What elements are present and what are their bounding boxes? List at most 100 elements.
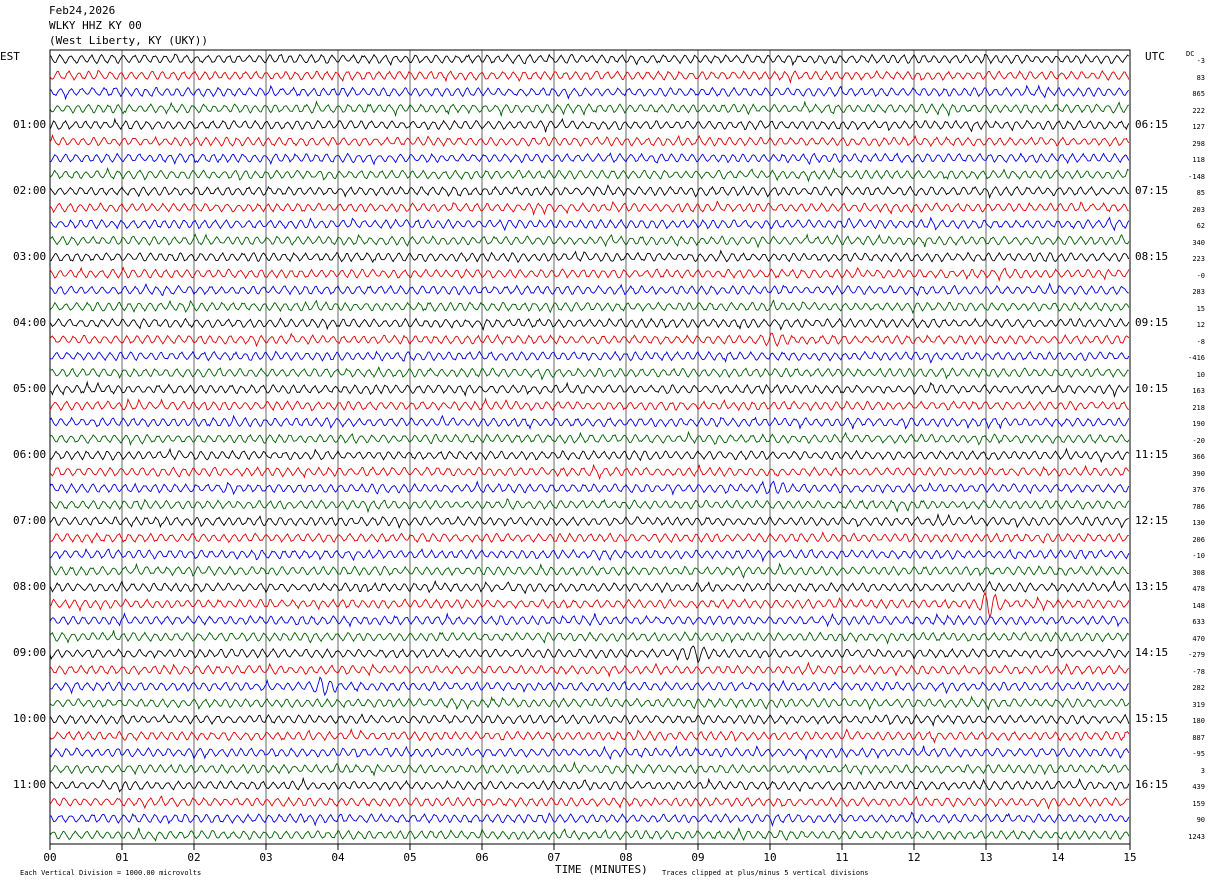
right-timezone-label: UTC xyxy=(1145,50,1165,63)
seismic-trace xyxy=(49,760,1130,777)
seismic-trace xyxy=(49,480,1130,496)
seismic-trace xyxy=(49,579,1130,595)
dc-value: 470 xyxy=(1192,634,1205,643)
dc-value: 206 xyxy=(1192,535,1205,544)
seismic-trace xyxy=(49,332,1130,348)
seismic-trace xyxy=(49,630,1130,645)
dc-value: 222 xyxy=(1192,106,1205,115)
trace-group xyxy=(49,53,1130,842)
x-tick-label: 05 xyxy=(403,851,417,864)
dc-value: 62 xyxy=(1196,222,1205,231)
seismic-trace xyxy=(49,133,1130,148)
y-tick-label-left: 11:00 xyxy=(13,778,47,792)
plot-grid xyxy=(49,49,1131,845)
dc-header-label: DC xyxy=(1186,50,1195,58)
dc-value: 218 xyxy=(1192,403,1205,412)
x-tick-label: 13 xyxy=(979,851,993,864)
dc-value: 633 xyxy=(1192,618,1205,627)
seismic-trace xyxy=(49,676,1130,697)
x-tick-label: 11 xyxy=(835,851,849,864)
seismic-trace xyxy=(49,745,1130,761)
dc-value: 282 xyxy=(1192,684,1205,693)
seismic-trace xyxy=(49,216,1130,232)
x-tick-marks xyxy=(49,844,1131,850)
y-tick-label-left: 02:00 xyxy=(13,184,47,198)
dc-value: 298 xyxy=(1192,139,1205,148)
y-tick-label-right: 12:15 xyxy=(1135,514,1169,528)
dc-value: 865 xyxy=(1192,90,1205,99)
y-tick-label-right: 10:15 xyxy=(1135,382,1169,396)
dc-value: 15 xyxy=(1196,304,1205,313)
dc-value: 478 xyxy=(1192,585,1205,594)
dc-value: 83 xyxy=(1196,73,1205,82)
dc-value: 148 xyxy=(1192,601,1205,610)
y-tick-label-right: 14:15 xyxy=(1135,646,1169,660)
seismic-trace xyxy=(49,562,1129,579)
seismic-trace xyxy=(49,282,1129,297)
seismic-trace xyxy=(49,463,1130,481)
seismic-trace xyxy=(49,200,1130,216)
seismic-trace xyxy=(49,350,1130,364)
clip-note: Traces clipped at plus/minus 5 vertical … xyxy=(662,869,869,877)
dc-value: 308 xyxy=(1192,568,1205,577)
dc-value: -279 xyxy=(1188,651,1205,660)
x-tick-label: 00 xyxy=(43,851,57,864)
dc-value: 439 xyxy=(1192,783,1205,792)
y-tick-label-left: 07:00 xyxy=(13,514,47,528)
seismic-trace xyxy=(49,397,1130,412)
dc-value: 12 xyxy=(1196,321,1205,330)
station-label: WLKY HHZ KY 00 xyxy=(49,19,142,32)
location-label: (West Liberty, KY (UKY)) xyxy=(49,34,208,47)
dc-value: 887 xyxy=(1192,733,1205,742)
y-tick-label-right: 15:15 xyxy=(1135,712,1169,726)
seismic-trace xyxy=(49,317,1130,331)
seismic-trace xyxy=(49,380,1129,398)
y-tick-label-right: 09:15 xyxy=(1135,316,1169,330)
dc-value: -3 xyxy=(1196,57,1205,65)
y-tick-label-right: 16:15 xyxy=(1135,778,1169,792)
seismic-trace xyxy=(49,447,1130,464)
x-tick-label: 04 xyxy=(331,851,345,864)
dc-value: 118 xyxy=(1192,156,1205,165)
y-tick-label-right: 07:15 xyxy=(1135,184,1169,198)
y-tick-label-left: 03:00 xyxy=(13,250,47,264)
seismic-trace xyxy=(49,713,1130,728)
dc-value: -8 xyxy=(1196,337,1205,346)
seismic-trace xyxy=(49,100,1130,118)
dc-value: 340 xyxy=(1192,238,1205,247)
dc-value: -95 xyxy=(1192,750,1205,759)
seismic-trace xyxy=(49,166,1130,183)
dc-value: 319 xyxy=(1192,700,1205,709)
dc-value: -10 xyxy=(1192,552,1205,561)
x-tick-label: 09 xyxy=(691,851,705,864)
seismic-trace xyxy=(49,661,1130,678)
dc-value: 3 xyxy=(1200,766,1205,775)
y-tick-label-right: 08:15 xyxy=(1135,250,1169,264)
x-tick-label: 08 xyxy=(619,851,633,864)
y-tick-label-left: 06:00 xyxy=(13,448,47,462)
seismic-trace xyxy=(49,811,1130,827)
dc-value: 203 xyxy=(1192,205,1205,214)
seismic-trace xyxy=(49,512,1129,529)
seismic-trace xyxy=(49,727,1130,745)
dc-value: 159 xyxy=(1192,799,1205,808)
seismic-trace xyxy=(49,117,1130,133)
dc-value: 85 xyxy=(1196,189,1205,198)
x-tick-label: 15 xyxy=(1123,851,1137,864)
seismic-trace xyxy=(49,498,1130,514)
plot-frame xyxy=(49,49,1131,845)
dc-value: 163 xyxy=(1192,387,1205,396)
seismic-trace xyxy=(49,233,1130,249)
seismic-trace xyxy=(49,795,1130,810)
dc-value: -416 xyxy=(1188,354,1205,363)
seismic-trace xyxy=(49,591,1130,618)
seismic-trace xyxy=(49,695,1130,711)
seismic-trace xyxy=(49,366,1129,381)
x-tick-label: 10 xyxy=(763,851,777,864)
scale-note: Each Vertical Division = 1000.00 microvo… xyxy=(20,869,202,877)
seismic-trace xyxy=(49,531,1129,544)
dc-value: -78 xyxy=(1192,667,1205,676)
y-tick-label-right: 11:15 xyxy=(1135,448,1169,462)
